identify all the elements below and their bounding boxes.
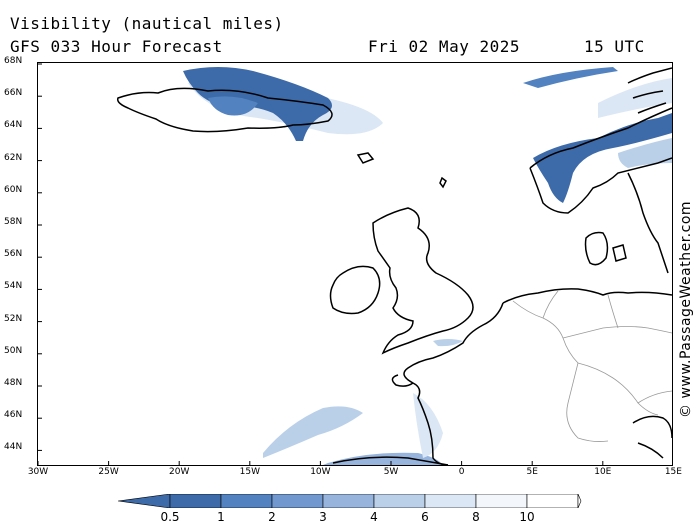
lon-label-25W: 25W (98, 467, 119, 477)
fog-area-norway (533, 113, 672, 203)
lon-label-10W: 10W (310, 467, 331, 477)
colorbar-segment (169, 494, 222, 508)
lon-label-5W: 5W (383, 467, 399, 477)
iceland-outline (116, 87, 333, 133)
colorbar-segment (424, 494, 477, 508)
forecast-time: 15 UTC (584, 37, 645, 56)
colorbar-segment (526, 494, 579, 508)
colorbar-label: 3 (319, 510, 327, 524)
lat-label-66N: 66N (4, 88, 23, 99)
fog-area-iceland-west (208, 96, 258, 116)
visibility-colorbar (118, 494, 582, 508)
fog-area-france-coast (413, 393, 443, 458)
lat-label-62N: 62N (4, 152, 23, 163)
colorbar-label: 1 (217, 510, 225, 524)
fog-area-channel (433, 339, 463, 347)
colorbar-label: 8 (472, 510, 480, 524)
italy-coast (632, 415, 672, 459)
lat-label-56N: 56N (4, 249, 23, 260)
fog-area-norway-light (618, 138, 672, 168)
colorbar-segment (220, 494, 273, 508)
norway-coast (529, 107, 672, 214)
visibility-shading (183, 67, 672, 465)
norway-fjords (627, 67, 672, 114)
colorbar-segment (373, 494, 426, 508)
forecast-date: Fri 02 May 2025 (368, 37, 520, 56)
lat-label-46N: 46N (4, 410, 23, 421)
colorbar-max-arrow (577, 494, 582, 508)
lat-label-64N: 64N (4, 120, 23, 131)
ireland-outline (329, 265, 381, 315)
continent-coast (403, 288, 672, 465)
grid-ticks (38, 63, 604, 465)
lat-label-68N: 68N (4, 56, 23, 66)
colorbar-segment (271, 494, 324, 508)
colorbar-segment (475, 494, 528, 508)
fog-area-biscay-south (323, 452, 443, 465)
lon-label-10E: 10E (594, 467, 612, 477)
great-britain-outline (372, 207, 474, 355)
lon-label-15E: 15E (664, 467, 682, 477)
shetland (439, 176, 447, 189)
chart-title: Visibility (nautical miles) (10, 14, 284, 33)
fog-area-biscay-west (263, 406, 363, 458)
colorbar-label: 10 (519, 510, 535, 524)
lat-label-44N: 44N (4, 442, 23, 453)
credit-text: © www.PassageWeather.com (678, 200, 694, 418)
lon-label-15W: 15W (239, 467, 260, 477)
forecast-hour: GFS 033 Hour Forecast (10, 37, 223, 56)
lon-label-30W: 30W (27, 467, 49, 477)
colorbar-segment (322, 494, 375, 508)
colorbar-label: 0.5 (160, 510, 180, 524)
lon-label-0: 0 (458, 467, 465, 477)
fog-area-iceland-dense (183, 67, 332, 141)
lat-label-54N: 54N (4, 281, 23, 292)
fog-area-northeast-strip (523, 67, 618, 88)
colorbar-label: 2 (268, 510, 276, 524)
faroe-islands (356, 152, 375, 164)
colorbar-min-arrow (118, 494, 171, 508)
lat-label-60N: 60N (4, 184, 23, 195)
france-atlantic-coast (391, 374, 414, 387)
lat-label-50N: 50N (4, 345, 23, 356)
lon-label-5E: 5E (526, 467, 538, 477)
map-canvas (38, 63, 672, 465)
country-borders (512, 290, 672, 442)
sweden-coast (627, 172, 669, 274)
lat-label-58N: 58N (4, 217, 23, 227)
spain-north-coast (332, 456, 449, 465)
colorbar-label: 6 (421, 510, 429, 524)
lat-label-48N: 48N (4, 378, 23, 388)
denmark-outline (584, 231, 627, 266)
coastlines (116, 67, 672, 465)
map-frame (37, 62, 673, 466)
lat-label-52N: 52N (4, 313, 23, 324)
colorbar-label: 4 (370, 510, 378, 524)
lon-label-20W: 20W (169, 467, 190, 477)
